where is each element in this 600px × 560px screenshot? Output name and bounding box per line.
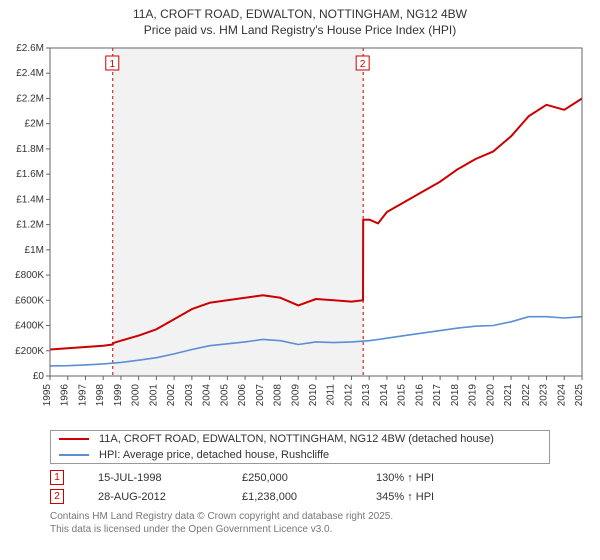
legend-label-1: 11A, CROFT ROAD, EDWALTON, NOTTINGHAM, N…: [99, 433, 494, 445]
svg-text:£1.6M: £1.6M: [16, 170, 44, 181]
svg-text:£2M: £2M: [25, 119, 44, 130]
svg-text:2005: 2005: [219, 384, 230, 407]
legend-row-2: HPI: Average price, detached house, Rush…: [51, 447, 549, 463]
svg-text:2025: 2025: [574, 384, 585, 407]
svg-text:2012: 2012: [343, 384, 354, 407]
svg-text:2017: 2017: [432, 384, 443, 407]
svg-text:2020: 2020: [485, 384, 496, 407]
svg-text:2006: 2006: [237, 384, 248, 407]
legend: 11A, CROFT ROAD, EDWALTON, NOTTINGHAM, N…: [50, 430, 550, 464]
svg-text:2014: 2014: [379, 384, 390, 407]
svg-text:1997: 1997: [77, 384, 88, 407]
legend-swatch-2: [59, 454, 89, 456]
title-line2: Price paid vs. HM Land Registry's House …: [8, 22, 592, 38]
svg-text:£200K: £200K: [15, 346, 44, 357]
svg-text:£2.6M: £2.6M: [16, 43, 44, 54]
svg-text:2016: 2016: [414, 384, 425, 407]
svg-text:1999: 1999: [113, 384, 124, 407]
event-pct-1: 130% ↑ HPI: [376, 472, 434, 484]
svg-text:£600K: £600K: [15, 296, 44, 307]
svg-text:2011: 2011: [326, 384, 337, 406]
chart-area: £0 £200K £400K £600K £800K £1M £1.2M £1.4M £1.6M…: [8, 42, 592, 422]
svg-text:2: 2: [360, 59, 366, 70]
svg-text:2024: 2024: [556, 384, 567, 407]
svg-text:£1.4M: £1.4M: [16, 195, 44, 206]
svg-text:2015: 2015: [397, 384, 408, 407]
event-row-1: 1 15-JUL-1998 £250,000 130% ↑ HPI: [50, 470, 592, 485]
svg-text:£1.8M: £1.8M: [16, 144, 44, 155]
legend-label-2: HPI: Average price, detached house, Rush…: [99, 449, 329, 461]
svg-text:2022: 2022: [521, 384, 532, 407]
svg-text:1996: 1996: [60, 384, 71, 407]
footer-line1: Contains HM Land Registry data © Crown c…: [50, 510, 592, 523]
event-row-2: 2 28-AUG-2012 £1,238,000 345% ↑ HPI: [50, 489, 592, 504]
chart-svg: £0 £200K £400K £600K £800K £1M £1.2M £1.4M £1.6M…: [8, 42, 592, 422]
svg-text:£0: £0: [33, 371, 45, 382]
chart-title: 11A, CROFT ROAD, EDWALTON, NOTTINGHAM, N…: [8, 6, 592, 38]
attribution: Contains HM Land Registry data © Crown c…: [50, 510, 592, 536]
svg-text:£1.2M: £1.2M: [16, 220, 44, 231]
events-table: 1 15-JUL-1998 £250,000 130% ↑ HPI 2 28-A…: [50, 470, 592, 504]
svg-text:2001: 2001: [148, 384, 159, 407]
event-date-2: 28-AUG-2012: [98, 491, 208, 503]
svg-text:2010: 2010: [308, 384, 319, 407]
svg-text:2004: 2004: [202, 384, 213, 407]
svg-text:2000: 2000: [131, 384, 142, 407]
svg-text:£800K: £800K: [15, 270, 44, 281]
svg-text:2019: 2019: [468, 384, 479, 407]
svg-text:1998: 1998: [95, 384, 106, 407]
event-price-1: £250,000: [242, 472, 342, 484]
svg-text:2008: 2008: [273, 384, 284, 407]
svg-text:1995: 1995: [42, 384, 53, 407]
svg-text:2002: 2002: [166, 384, 177, 407]
svg-text:2018: 2018: [450, 384, 461, 407]
event-date-1: 15-JUL-1998: [98, 472, 208, 484]
svg-text:2007: 2007: [255, 384, 266, 407]
svg-text:1: 1: [109, 59, 115, 70]
event-badge-2: 2: [50, 489, 64, 504]
svg-text:£400K: £400K: [15, 321, 44, 332]
svg-text:2009: 2009: [290, 384, 301, 407]
title-line1: 11A, CROFT ROAD, EDWALTON, NOTTINGHAM, N…: [8, 6, 592, 22]
svg-text:£1M: £1M: [25, 245, 44, 256]
event-badge-1: 1: [50, 470, 64, 485]
legend-row-1: 11A, CROFT ROAD, EDWALTON, NOTTINGHAM, N…: [51, 431, 549, 447]
svg-text:£2.4M: £2.4M: [16, 69, 44, 80]
svg-text:2021: 2021: [503, 384, 514, 407]
event-pct-2: 345% ↑ HPI: [376, 491, 434, 503]
svg-text:2023: 2023: [539, 384, 550, 407]
footer-line2: This data is licensed under the Open Gov…: [50, 523, 592, 536]
svg-text:£2.2M: £2.2M: [16, 94, 44, 105]
svg-text:2013: 2013: [361, 384, 372, 407]
legend-swatch-1: [59, 438, 89, 440]
svg-text:2003: 2003: [184, 384, 195, 407]
event-price-2: £1,238,000: [242, 491, 342, 503]
